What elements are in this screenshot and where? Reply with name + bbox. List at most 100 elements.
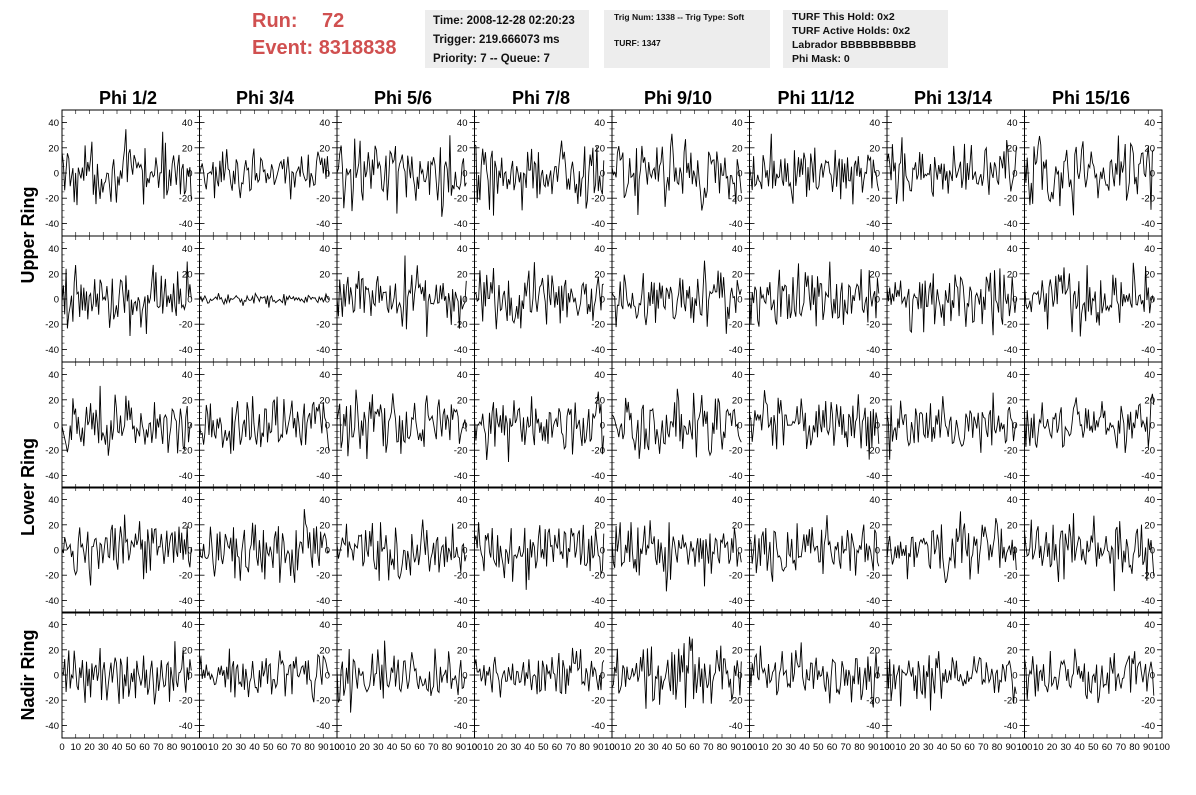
y-tick-label: 0: [325, 671, 330, 682]
y-tick-label: -20: [179, 320, 193, 331]
x-tick-label: 10: [483, 742, 494, 753]
y-tick-label: 40: [182, 620, 193, 631]
x-tick-label: 30: [373, 742, 384, 753]
x-tick-label: 90: [730, 742, 741, 753]
turf-info-box: TURF This Hold: 0x2 TURF Active Holds: 0…: [783, 10, 948, 68]
y-tick-label: -20: [45, 571, 59, 582]
y-tick-label: 40: [182, 118, 193, 129]
x-tick-label: 20: [84, 742, 95, 753]
y-tick-label: -20: [1004, 571, 1018, 582]
y-tick-label: 0: [54, 169, 59, 180]
y-tick-label: -40: [1004, 345, 1018, 356]
x-tick-label: 50: [1088, 742, 1099, 753]
turf-this-hold-text: TURF This Hold: 0x2: [792, 11, 895, 23]
y-tick-label: 20: [48, 645, 59, 656]
x-tick-label: 90: [455, 742, 466, 753]
x-tick-label: 40: [937, 742, 948, 753]
phi-mask-text: Phi Mask: 0: [792, 53, 850, 65]
x-tick-label: 100: [742, 742, 758, 753]
y-tick-label: 0: [187, 671, 192, 682]
y-tick-label: 40: [594, 244, 605, 255]
y-tick-label: 20: [48, 269, 59, 280]
y-tick-label: 0: [1150, 421, 1155, 432]
x-tick-label: 90: [593, 742, 604, 753]
waveform-line: [1024, 393, 1155, 453]
y-tick-label: 20: [319, 143, 330, 154]
y-tick-label: 0: [325, 295, 330, 306]
x-tick-label: 10: [758, 742, 769, 753]
x-tick-label: 40: [524, 742, 535, 753]
waveform-line: [1024, 513, 1155, 592]
x-tick-label: 10: [620, 742, 631, 753]
y-tick-label: 40: [319, 244, 330, 255]
y-tick-label: 20: [732, 143, 743, 154]
x-tick-label: 100: [329, 742, 345, 753]
waveform-line: [199, 509, 330, 583]
phi-label-4: Phi 7/8: [511, 88, 571, 108]
y-tick-label: -40: [316, 219, 330, 230]
waveform-line: [611, 636, 742, 709]
y-tick-label: 40: [48, 370, 59, 381]
y-tick-label: 20: [1144, 143, 1155, 154]
y-tick-label: -20: [729, 320, 743, 331]
phi-label-8: Phi 15/16: [1051, 88, 1131, 108]
x-tick-label: 70: [978, 742, 989, 753]
x-tick-label: 90: [868, 742, 879, 753]
x-tick-label: 50: [675, 742, 686, 753]
y-tick-label: 40: [319, 118, 330, 129]
y-tick-label: 20: [1007, 395, 1018, 406]
y-tick-label: -20: [729, 571, 743, 582]
y-tick-label: 40: [594, 370, 605, 381]
y-tick-label: 20: [48, 520, 59, 531]
y-tick-label: -40: [454, 721, 468, 732]
y-tick-label: 20: [869, 645, 880, 656]
y-tick-label: 0: [54, 421, 59, 432]
y-tick-label: -40: [454, 596, 468, 607]
y-tick-label: 20: [869, 143, 880, 154]
x-tick-label: 50: [538, 742, 549, 753]
y-tick-label: -40: [316, 596, 330, 607]
x-tick-label: 80: [167, 742, 178, 753]
y-tick-label: 20: [1144, 269, 1155, 280]
y-tick-label: 0: [54, 295, 59, 306]
waveform-line: [474, 647, 605, 698]
y-tick-label: 40: [594, 118, 605, 129]
waveform-line: [1024, 135, 1155, 216]
y-tick-label: 20: [457, 269, 468, 280]
y-tick-label: 40: [594, 495, 605, 506]
y-tick-label: -40: [1141, 471, 1155, 482]
y-tick-label: 0: [600, 169, 605, 180]
y-tick-label: 40: [182, 244, 193, 255]
waveform-line: [886, 651, 1017, 711]
waveform-line: [749, 133, 880, 205]
waveform-line: [886, 268, 1017, 336]
y-tick-label: -20: [45, 696, 59, 707]
y-tick-label: 20: [594, 143, 605, 154]
x-tick-label: 90: [1143, 742, 1154, 753]
y-tick-label: -40: [729, 596, 743, 607]
y-tick-label: 40: [48, 620, 59, 631]
waveform-line: [199, 291, 330, 308]
y-tick-label: -40: [179, 219, 193, 230]
x-tick-label: 0: [884, 742, 889, 753]
y-tick-label: 40: [182, 370, 193, 381]
x-tick-label: 60: [277, 742, 288, 753]
x-tick-label: 40: [662, 742, 673, 753]
y-tick-label: -20: [1141, 194, 1155, 205]
y-tick-label: -40: [179, 471, 193, 482]
priority-text: Priority: 7 -- Queue: 7: [433, 53, 550, 65]
waveform-line: [611, 260, 742, 334]
x-tick-label: 80: [992, 742, 1003, 753]
y-tick-label: 20: [182, 143, 193, 154]
y-tick-label: -40: [45, 471, 59, 482]
event-value: 8318838: [318, 37, 397, 59]
x-tick-label: 60: [414, 742, 425, 753]
y-tick-label: 20: [457, 520, 468, 531]
y-tick-label: -40: [1004, 596, 1018, 607]
y-tick-label: -40: [1004, 471, 1018, 482]
y-tick-label: 0: [1012, 671, 1017, 682]
x-tick-label: 70: [153, 742, 164, 753]
waveform-line: [336, 640, 467, 713]
y-tick-label: -40: [454, 345, 468, 356]
y-tick-label: -40: [1141, 596, 1155, 607]
